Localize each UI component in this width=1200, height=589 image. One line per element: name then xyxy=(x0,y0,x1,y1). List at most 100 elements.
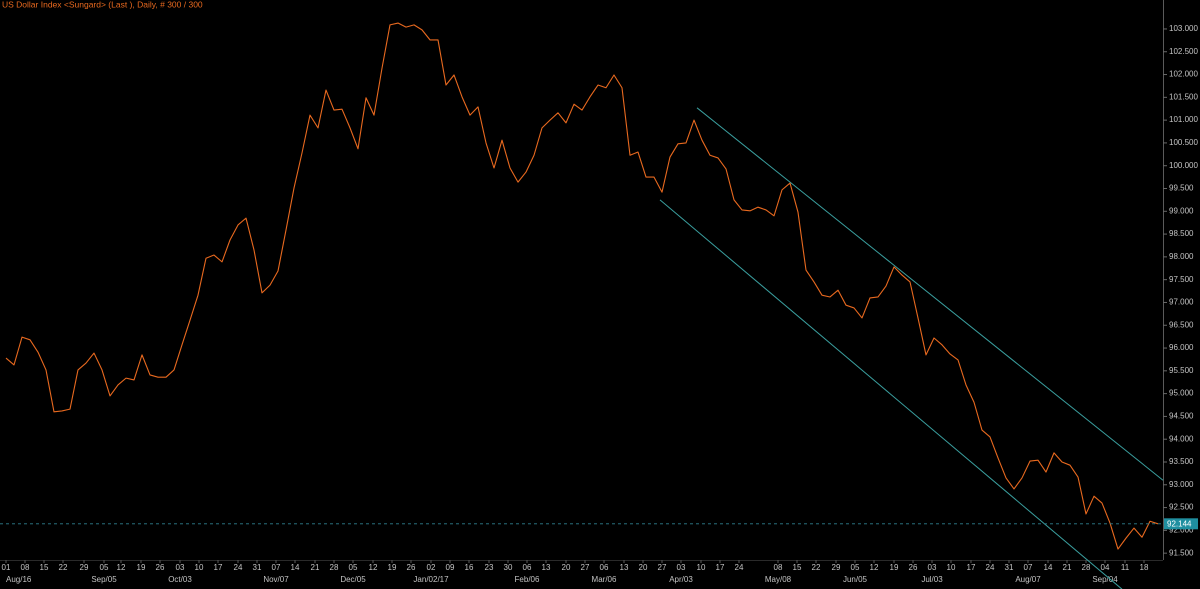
y-tick-label: 97.500 xyxy=(1169,275,1194,284)
x-tick-label: 26 xyxy=(909,563,918,572)
x-tick-label: 02 xyxy=(427,563,436,572)
y-tick-label: 95.500 xyxy=(1169,366,1194,375)
x-tick-label: 06 xyxy=(600,563,609,572)
x-month-label: Jun/05 xyxy=(843,575,868,584)
x-tick-label: 19 xyxy=(388,563,397,572)
x-tick-label: 08 xyxy=(21,563,30,572)
x-tick-label: 15 xyxy=(40,563,49,572)
y-tick-label: 95.000 xyxy=(1169,389,1194,398)
x-tick-label: 16 xyxy=(465,563,474,572)
x-month-label: Dec/05 xyxy=(340,575,366,584)
x-tick-label: 23 xyxy=(485,563,494,572)
x-tick-label: 20 xyxy=(562,563,571,572)
x-tick-label: 29 xyxy=(80,563,89,572)
y-tick-label: 97.000 xyxy=(1169,298,1194,307)
y-tick-label: 93.000 xyxy=(1169,480,1194,489)
y-tick-label: 98.500 xyxy=(1169,229,1194,238)
x-tick-label: 14 xyxy=(291,563,300,572)
x-tick-label: 17 xyxy=(716,563,725,572)
y-tick-label: 100.500 xyxy=(1169,138,1198,147)
x-tick-label: 19 xyxy=(890,563,899,572)
chart-title: US Dollar Index <Sungard> (Last ), Daily… xyxy=(2,0,203,9)
y-tick-label: 101.500 xyxy=(1169,92,1198,101)
x-tick-label: 27 xyxy=(581,563,590,572)
x-tick-label: 13 xyxy=(542,563,551,572)
y-tick-label: 102.000 xyxy=(1169,70,1198,79)
x-tick-label: 12 xyxy=(870,563,879,572)
x-tick-label: 28 xyxy=(330,563,339,572)
x-tick-label: 18 xyxy=(1140,563,1149,572)
y-tick-label: 99.000 xyxy=(1169,206,1194,215)
y-tick-label: 94.000 xyxy=(1169,434,1194,443)
x-tick-label: 12 xyxy=(117,563,126,572)
x-tick-label: 17 xyxy=(967,563,976,572)
x-month-label: May/08 xyxy=(765,575,792,584)
x-month-label: Jan/02/17 xyxy=(413,575,449,584)
x-tick-label: 20 xyxy=(639,563,648,572)
x-tick-label: 29 xyxy=(832,563,841,572)
x-tick-label: 04 xyxy=(1101,563,1110,572)
x-tick-label: 01 xyxy=(2,563,11,572)
y-tick-label: 92.500 xyxy=(1169,503,1194,512)
x-tick-label: 05 xyxy=(851,563,860,572)
x-month-label: Sep/05 xyxy=(91,575,117,584)
x-month-label: Aug/07 xyxy=(1015,575,1041,584)
x-tick-label: 21 xyxy=(311,563,320,572)
x-tick-label: 21 xyxy=(1063,563,1072,572)
x-month-label: Jul/03 xyxy=(921,575,943,584)
y-tick-label: 98.000 xyxy=(1169,252,1194,261)
x-tick-label: 31 xyxy=(1005,563,1014,572)
last-value-box xyxy=(1164,518,1198,530)
y-tick-label: 101.000 xyxy=(1169,115,1198,124)
x-tick-label: 07 xyxy=(272,563,281,572)
x-tick-label: 27 xyxy=(658,563,667,572)
x-tick-label: 12 xyxy=(369,563,378,572)
x-month-label: Aug/16 xyxy=(6,575,32,584)
y-tick-label: 99.500 xyxy=(1169,184,1194,193)
x-tick-label: 19 xyxy=(137,563,146,572)
x-tick-label: 05 xyxy=(349,563,358,572)
y-tick-label: 93.500 xyxy=(1169,457,1194,466)
y-tick-label: 103.000 xyxy=(1169,24,1198,33)
x-tick-label: 22 xyxy=(59,563,68,572)
x-month-label: Oct/03 xyxy=(168,575,192,584)
x-tick-label: 17 xyxy=(214,563,223,572)
y-tick-label: 92.000 xyxy=(1169,525,1194,534)
last-value-label: 92.144 xyxy=(1167,519,1192,528)
x-tick-label: 14 xyxy=(1044,563,1053,572)
x-tick-label: 22 xyxy=(812,563,821,572)
x-tick-label: 15 xyxy=(793,563,802,572)
x-tick-label: 10 xyxy=(195,563,204,572)
x-month-label: Apr/03 xyxy=(669,575,693,584)
x-tick-label: 10 xyxy=(697,563,706,572)
x-tick-label: 24 xyxy=(234,563,243,572)
x-tick-label: 11 xyxy=(1121,563,1130,572)
y-tick-label: 96.000 xyxy=(1169,343,1194,352)
price-line xyxy=(5,22,1159,550)
x-tick-label: 05 xyxy=(100,563,109,572)
y-tick-label: 102.500 xyxy=(1169,47,1198,56)
x-tick-label: 24 xyxy=(986,563,995,572)
y-tick-label: 96.500 xyxy=(1169,320,1194,329)
x-tick-label: 08 xyxy=(774,563,783,572)
x-tick-label: 13 xyxy=(620,563,629,572)
y-tick-label: 94.500 xyxy=(1169,412,1194,421)
y-tick-label: 91.500 xyxy=(1169,548,1194,557)
x-tick-label: 03 xyxy=(677,563,686,572)
x-tick-label: 10 xyxy=(947,563,956,572)
x-tick-label: 28 xyxy=(1082,563,1091,572)
trend-line xyxy=(659,199,1123,589)
y-tick-label: 100.000 xyxy=(1169,161,1198,170)
x-tick-label: 03 xyxy=(176,563,185,572)
x-tick-label: 26 xyxy=(407,563,416,572)
x-tick-label: 24 xyxy=(735,563,744,572)
x-month-label: Mar/06 xyxy=(592,575,617,584)
x-tick-label: 03 xyxy=(928,563,937,572)
x-tick-label: 30 xyxy=(504,563,513,572)
x-tick-label: 07 xyxy=(1024,563,1033,572)
x-month-label: Sep/04 xyxy=(1092,575,1118,584)
x-tick-label: 06 xyxy=(523,563,532,572)
